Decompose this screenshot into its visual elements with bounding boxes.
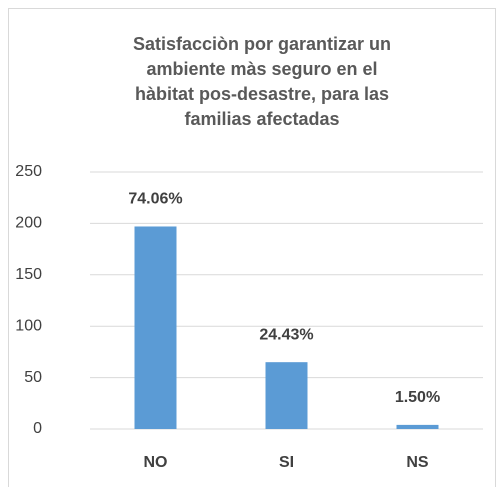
- chart-title: Satisfacciòn por garantizar un: [133, 34, 391, 54]
- data-label: 1.50%: [395, 389, 440, 406]
- x-tick-label: NS: [406, 454, 429, 471]
- chart-title: hàbitat pos-desastre, para las: [135, 84, 389, 104]
- data-label: 74.06%: [128, 191, 182, 208]
- bar: [396, 424, 439, 429]
- y-tick-label: 150: [15, 266, 42, 283]
- x-tick-label: SI: [279, 454, 294, 471]
- y-tick-label: 50: [24, 369, 42, 386]
- y-tick-label: 250: [15, 163, 42, 180]
- chart-frame: [8, 8, 496, 487]
- chart-title: ambiente màs seguro en el: [146, 59, 377, 79]
- bar: [134, 226, 177, 429]
- bar: [265, 362, 308, 429]
- chart-title: familias afectadas: [184, 109, 339, 129]
- y-tick-label: 100: [15, 317, 42, 334]
- x-tick-label: NO: [144, 454, 168, 471]
- y-tick-label: 200: [15, 215, 42, 232]
- y-tick-label: 0: [33, 420, 42, 437]
- data-label: 24.43%: [259, 326, 313, 343]
